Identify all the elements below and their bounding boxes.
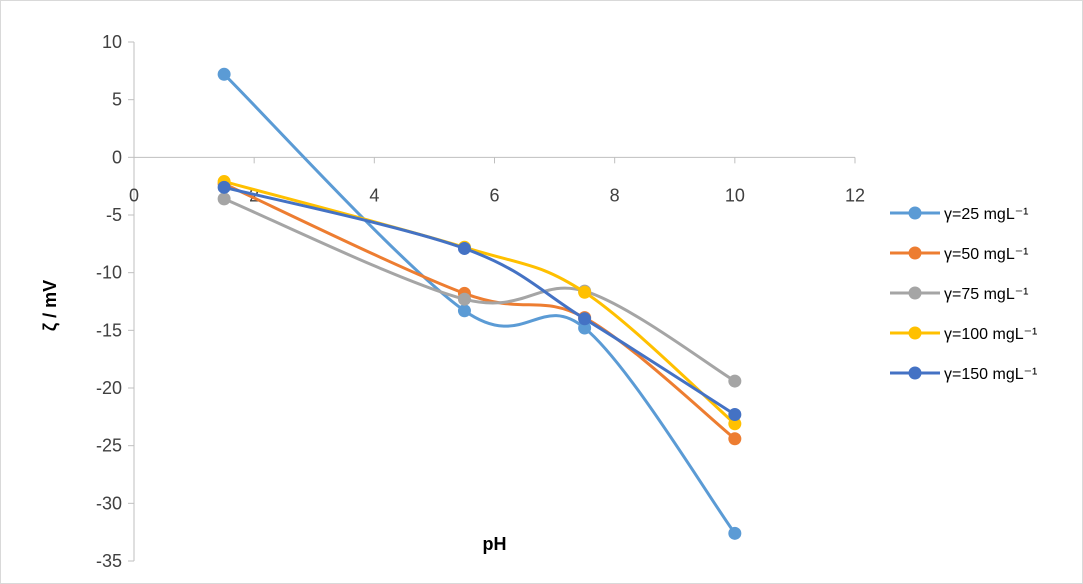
legend-swatch-marker [908, 326, 922, 340]
legend-swatch-marker [908, 366, 922, 380]
legend-label: γ=25 mgL⁻¹ [944, 206, 1028, 223]
series-layer [217, 67, 742, 540]
legend-label: γ=150 mgL⁻¹ [944, 366, 1037, 383]
data-point [728, 417, 742, 431]
y-tick-label: -10 [96, 263, 122, 283]
y-tick-label: 5 [112, 90, 122, 110]
series-1 [217, 67, 742, 540]
series-line [223, 180, 736, 425]
data-point [457, 292, 471, 306]
data-point [728, 526, 742, 540]
data-point [217, 192, 231, 206]
y-tick-label: -25 [96, 436, 122, 456]
series-line [223, 73, 737, 535]
data-point [728, 374, 742, 388]
legend-item: γ=50 mgL⁻¹ [890, 246, 1028, 263]
series-5 [217, 180, 742, 422]
legend-label: γ=100 mgL⁻¹ [944, 326, 1037, 343]
data-point [578, 321, 592, 335]
y-axis-title: ζ / mV [40, 280, 61, 331]
data-point [457, 304, 471, 318]
series-2 [217, 177, 742, 446]
data-point [578, 285, 592, 299]
y-tick-label: -35 [96, 551, 122, 571]
y-tick-label: -5 [106, 205, 122, 225]
series-line [223, 182, 736, 440]
legend-item: γ=100 mgL⁻¹ [890, 326, 1037, 343]
data-point [457, 241, 471, 255]
data-point [728, 408, 742, 422]
data-point [217, 67, 231, 81]
legend-swatch-marker [908, 246, 922, 260]
x-tick-label: 12 [845, 185, 865, 205]
legend-label: γ=75 mgL⁻¹ [944, 286, 1028, 303]
legend-item: γ=25 mgL⁻¹ [890, 206, 1028, 223]
y-tick-label: -20 [96, 378, 122, 398]
x-tick-label: 10 [725, 185, 745, 205]
x-tick-label: 6 [489, 185, 499, 205]
x-axis-title: pH [483, 534, 507, 554]
legend: γ=25 mgL⁻¹ γ=50 mgL⁻¹ γ=75 mgL⁻¹ γ=100 mgL⁻… [890, 206, 1037, 383]
y-tick-label: -15 [96, 320, 122, 340]
series-line [223, 185, 736, 416]
legend-swatch-marker [908, 206, 922, 220]
y-tick-label: -30 [96, 493, 122, 513]
x-tick-label: 4 [369, 185, 379, 205]
data-point [217, 180, 231, 194]
data-point [578, 312, 592, 326]
x-tick-label: 0 [129, 185, 139, 205]
data-point [728, 432, 742, 446]
legend-label: γ=50 mgL⁻¹ [944, 246, 1028, 263]
y-tick-label: 0 [112, 147, 122, 167]
y-tick-label: 10 [102, 32, 122, 52]
legend-item: γ=75 mgL⁻¹ [890, 286, 1028, 303]
legend-swatch-marker [908, 286, 922, 300]
legend-item: γ=150 mgL⁻¹ [890, 366, 1037, 383]
x-tick-label: 8 [610, 185, 620, 205]
series-line [223, 197, 736, 383]
